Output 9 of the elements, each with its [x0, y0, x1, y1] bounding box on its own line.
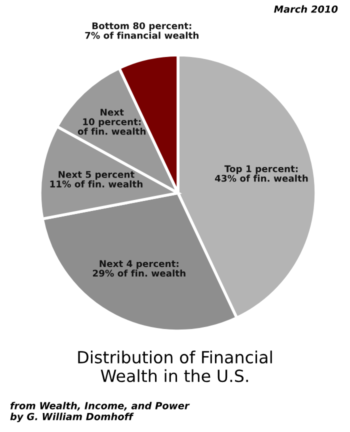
slice-label: Next 5 percent	[58, 171, 134, 180]
slice-label: Next 4 percent: 29% of fin. wealth	[92, 260, 186, 277]
slice-label: Bottom 80 percent: 7% of financial wealth	[85, 22, 198, 39]
text: Distribution of Financial Wealth in the U.S.	[78, 350, 272, 382]
text: from Wealth, Income, and Power by G. William Domhoff	[10, 402, 190, 422]
data-label: 11% of fin. wealth	[50, 180, 142, 188]
text: March 2010	[274, 5, 338, 13]
slice-label: Top 1 percent: 43% of fin. wealth	[214, 165, 308, 182]
slice-label: Next 10 percent: of fin. wealth	[78, 108, 146, 135]
